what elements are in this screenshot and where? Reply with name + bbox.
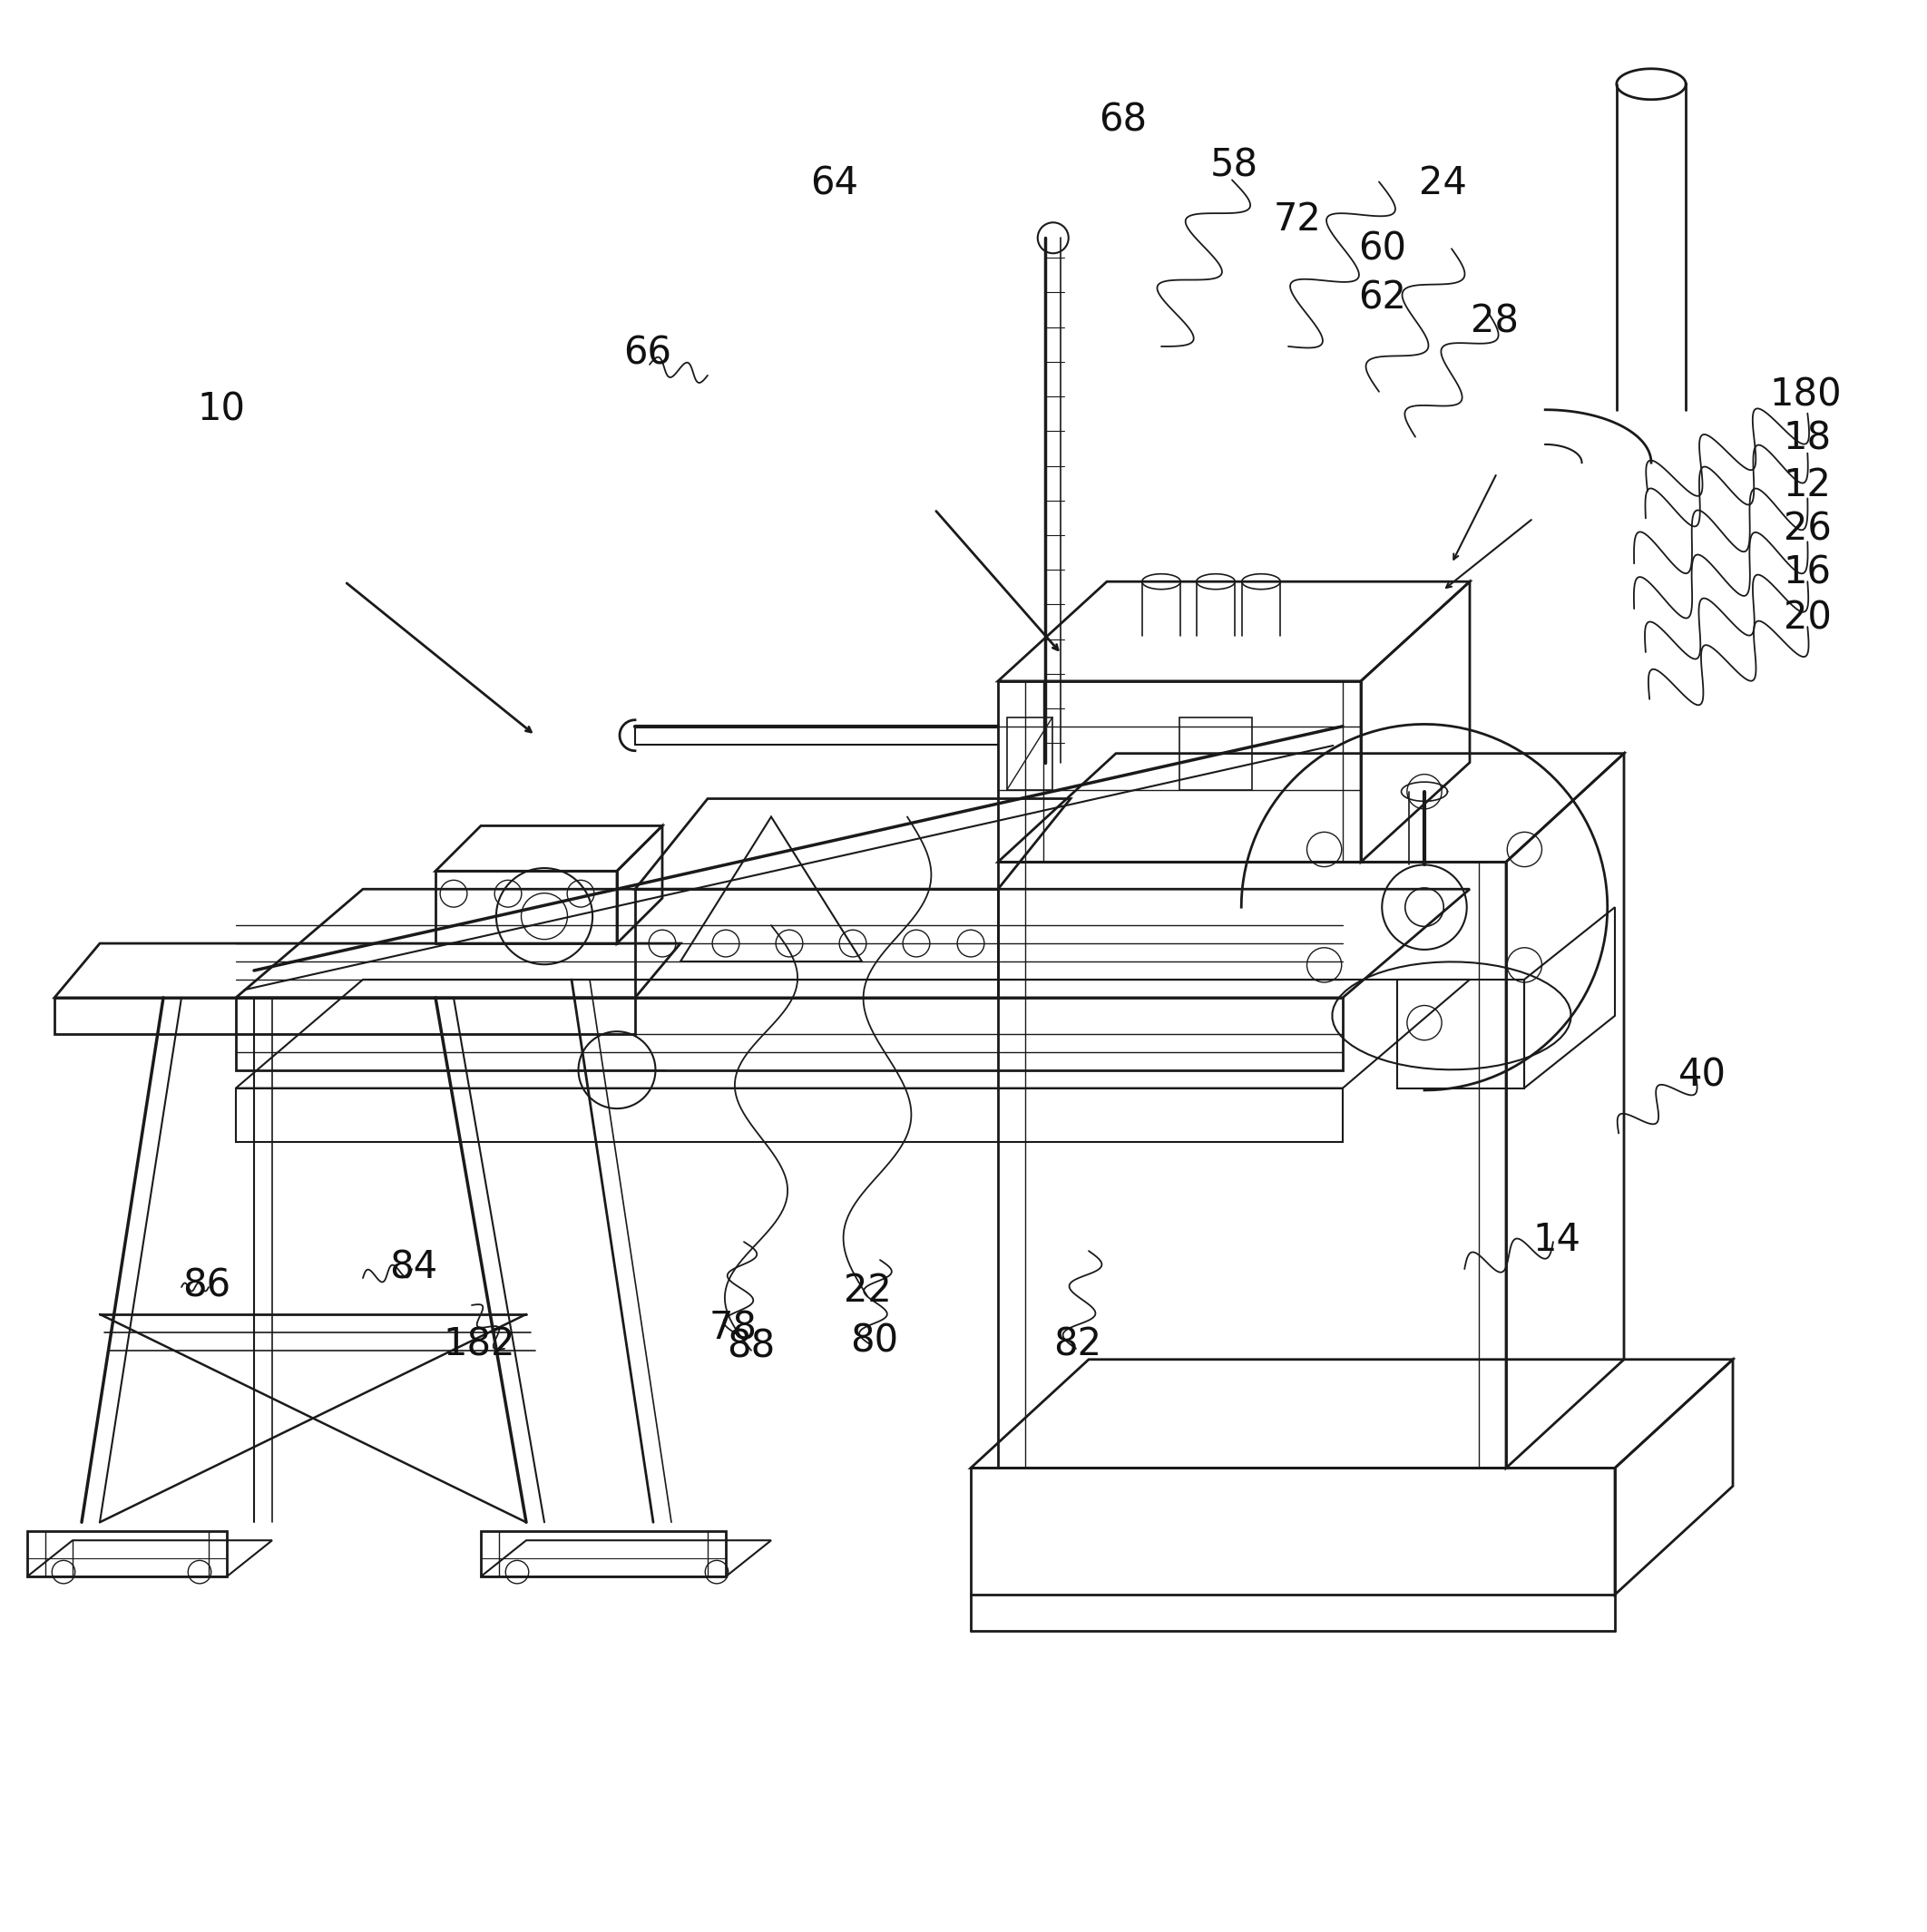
Text: 78: 78: [709, 1310, 757, 1349]
Text: 180: 180: [1769, 377, 1842, 413]
Text: 182: 182: [443, 1325, 515, 1364]
Text: 60: 60: [1359, 230, 1407, 269]
Text: 20: 20: [1782, 599, 1831, 638]
Text: 40: 40: [1678, 1057, 1727, 1095]
Text: 64: 64: [811, 164, 859, 203]
Text: 14: 14: [1532, 1221, 1580, 1260]
Text: 68: 68: [1098, 100, 1147, 139]
Text: 66: 66: [624, 334, 673, 373]
Text: 88: 88: [726, 1327, 775, 1366]
Text: 80: 80: [850, 1321, 898, 1360]
Text: 22: 22: [844, 1271, 892, 1310]
Text: 84: 84: [389, 1248, 437, 1287]
Text: 26: 26: [1782, 510, 1831, 549]
Text: 86: 86: [183, 1265, 231, 1304]
Text: 18: 18: [1782, 419, 1831, 458]
Text: 24: 24: [1418, 164, 1466, 203]
Text: 10: 10: [197, 390, 245, 429]
Text: 16: 16: [1782, 553, 1831, 591]
Text: 82: 82: [1054, 1325, 1102, 1364]
Text: 12: 12: [1782, 468, 1831, 504]
Text: 58: 58: [1210, 147, 1258, 185]
Text: 72: 72: [1274, 201, 1322, 240]
Text: 62: 62: [1359, 278, 1407, 317]
Text: 28: 28: [1470, 301, 1518, 340]
